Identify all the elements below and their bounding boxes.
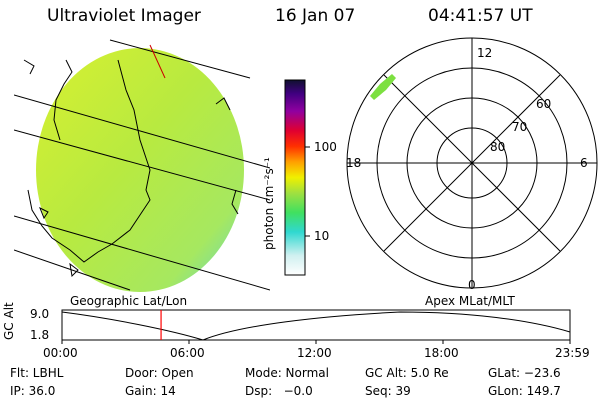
timeline-xtick-4: 23:59 bbox=[555, 346, 590, 360]
status-glat: GLat: −23.6 bbox=[488, 366, 561, 380]
status-gc-alt: GC Alt: 5.0 Re bbox=[365, 366, 449, 380]
instrument-title: Ultraviolet Imager bbox=[47, 6, 201, 26]
left-panel-caption: Geographic Lat/Lon bbox=[70, 294, 188, 308]
grid-line-2 bbox=[14, 129, 270, 201]
timeline-xtick-0: 00:00 bbox=[43, 346, 78, 360]
coastline-north bbox=[53, 59, 73, 141]
geographic-map bbox=[14, 39, 270, 292]
colorbar-unit-label: photon cm⁻²s⁻¹ bbox=[262, 157, 276, 250]
right-panel-caption: Apex MLat/MLT bbox=[425, 294, 515, 308]
time-label: 04:41:57 UT bbox=[428, 6, 533, 26]
timeline-xtick-3: 18:00 bbox=[424, 346, 459, 360]
timeline-ylabel: GC Alt bbox=[2, 302, 16, 340]
terminator-line bbox=[149, 44, 166, 79]
timeline-ytick-bottom: 1.8 bbox=[30, 328, 50, 342]
status-dsp: Dsp: −0.0 bbox=[245, 384, 313, 398]
mlat-label-70: 70 bbox=[512, 120, 528, 134]
earth-disk bbox=[36, 48, 244, 292]
status-gain: Gain: 14 bbox=[125, 384, 176, 398]
timeline-ytick-top: 9.0 bbox=[30, 307, 50, 321]
auroral-spot bbox=[370, 74, 396, 100]
altitude-curve bbox=[61, 311, 571, 341]
status-mode: Mode: Normal bbox=[245, 366, 329, 380]
mlt-label-18: 18 bbox=[346, 156, 362, 170]
mlat-label-60: 60 bbox=[536, 97, 552, 111]
mlt-label-0: 0 bbox=[468, 278, 476, 292]
timeline-xtick-2: 12:00 bbox=[297, 346, 332, 360]
status-ip: IP: 36.0 bbox=[10, 384, 56, 398]
status-seq: Seq: 39 bbox=[365, 384, 411, 398]
grid-line-3 bbox=[14, 215, 270, 291]
date-label: 16 Jan 07 bbox=[275, 6, 356, 26]
status-flt: Flt: LBHL bbox=[10, 366, 64, 380]
grid-line-1 bbox=[14, 94, 270, 169]
mlt-label-6: 6 bbox=[580, 156, 588, 170]
timeline-plot bbox=[61, 309, 571, 344]
status-door: Door: Open bbox=[125, 366, 194, 380]
status-glon: GLon: 149.7 bbox=[488, 384, 561, 398]
polar-plot bbox=[346, 37, 598, 289]
mlt-label-12: 12 bbox=[477, 46, 493, 60]
timeline-xtick-1: 06:00 bbox=[170, 346, 205, 360]
grid-line-4 bbox=[109, 39, 251, 79]
grid-line-5 bbox=[14, 249, 131, 291]
island-outlines bbox=[23, 59, 239, 215]
colorbar bbox=[284, 79, 306, 276]
colorbar-label-100: 100 bbox=[314, 140, 337, 154]
colorbar-label-10: 10 bbox=[314, 229, 330, 243]
mlt-diagonal-2 bbox=[383, 74, 561, 252]
mlat-label-80: 80 bbox=[490, 140, 506, 154]
